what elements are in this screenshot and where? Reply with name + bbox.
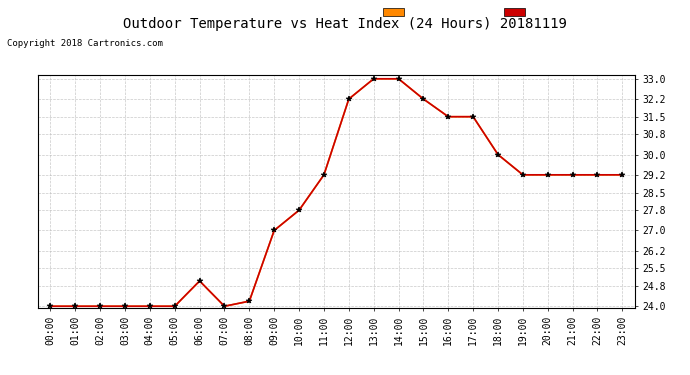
Text: Copyright 2018 Cartronics.com: Copyright 2018 Cartronics.com <box>7 39 163 48</box>
Legend: Heat Index  (°F), Temperature  (°F): Heat Index (°F), Temperature (°F) <box>381 6 630 20</box>
Text: Outdoor Temperature vs Heat Index (24 Hours) 20181119: Outdoor Temperature vs Heat Index (24 Ho… <box>123 17 567 31</box>
